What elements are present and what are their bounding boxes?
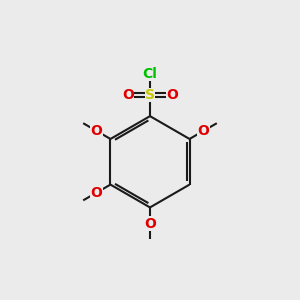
Text: O: O: [91, 186, 102, 200]
Text: O: O: [91, 124, 102, 138]
Text: S: S: [145, 88, 155, 102]
Text: Cl: Cl: [142, 67, 158, 81]
Text: O: O: [198, 124, 209, 138]
Text: O: O: [166, 88, 178, 102]
Text: O: O: [122, 88, 134, 102]
Text: O: O: [144, 217, 156, 231]
